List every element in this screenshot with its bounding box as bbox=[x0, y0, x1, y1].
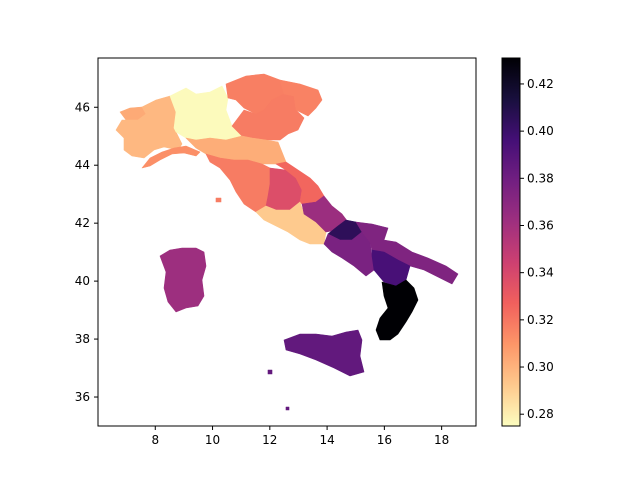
region-toscana-islet bbox=[215, 197, 222, 203]
x-tick-label: 14 bbox=[319, 433, 334, 447]
x-axis-ticks: 8 10 12 14 16 18 bbox=[151, 426, 449, 447]
y-tick-label: 40 bbox=[75, 274, 90, 288]
x-tick-label: 10 bbox=[205, 433, 220, 447]
region-sardegna bbox=[159, 247, 207, 313]
colorbar-ticks: 0.28 0.30 0.32 0.34 0.36 0.38 0.40 0.42 bbox=[520, 77, 554, 421]
region-sicilia bbox=[283, 329, 365, 377]
colorbar-tick-label: 0.28 bbox=[527, 407, 554, 421]
colorbar-tick-label: 0.34 bbox=[527, 266, 554, 280]
map-regions bbox=[115, 73, 459, 411]
y-tick-label: 38 bbox=[75, 332, 90, 346]
x-tick-label: 8 bbox=[151, 433, 159, 447]
axes-frame bbox=[97, 57, 477, 427]
region-sicilia-islet bbox=[267, 369, 273, 375]
region-sicilia-islet bbox=[285, 406, 290, 411]
region-liguria bbox=[141, 145, 201, 169]
y-tick-label: 44 bbox=[75, 158, 90, 172]
colorbar-tick-label: 0.30 bbox=[527, 360, 554, 374]
colorbar-tick-label: 0.38 bbox=[527, 171, 554, 185]
x-tick-label: 16 bbox=[377, 433, 392, 447]
x-tick-label: 12 bbox=[262, 433, 277, 447]
x-tick-label: 18 bbox=[434, 433, 449, 447]
colorbar-tick-label: 0.32 bbox=[527, 313, 554, 327]
y-tick-label: 46 bbox=[75, 100, 90, 114]
colorbar-tick-label: 0.36 bbox=[527, 218, 554, 232]
region-calabria bbox=[375, 279, 419, 341]
region-friuli-venezia-giulia bbox=[279, 79, 323, 117]
y-tick-label: 36 bbox=[75, 390, 90, 404]
colorbar-tick-label: 0.40 bbox=[527, 124, 554, 138]
y-tick-label: 42 bbox=[75, 216, 90, 230]
colorbar bbox=[501, 57, 521, 427]
y-axis-ticks: 36 38 40 42 44 46 bbox=[75, 100, 98, 404]
colorbar-tick-label: 0.42 bbox=[527, 77, 554, 91]
